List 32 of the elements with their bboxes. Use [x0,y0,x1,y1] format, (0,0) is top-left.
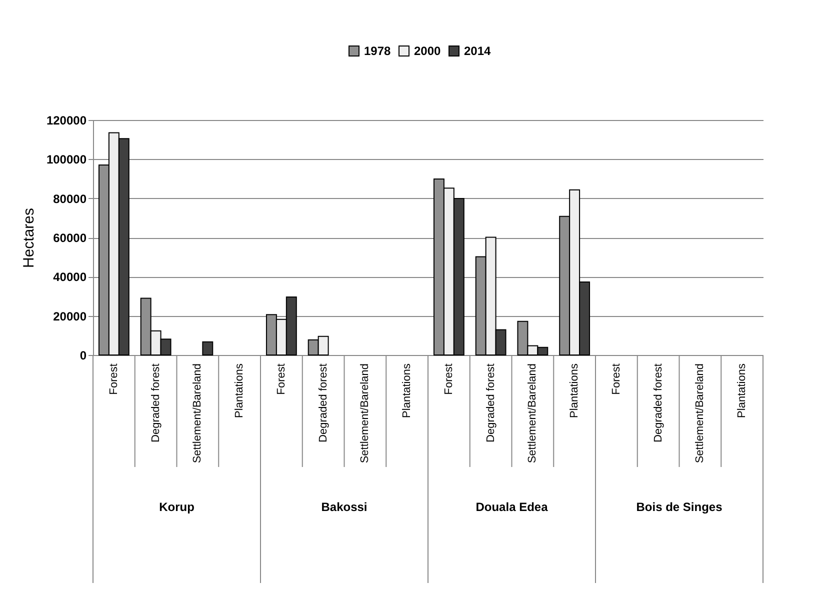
x-tick-label: Plantations [234,363,246,418]
y-tick-label: 60000 [53,231,87,245]
y-tick-label: 100000 [46,152,87,167]
legend-label: 2000 [414,44,442,58]
text: Korup [159,500,194,514]
x-tick-label: Forest [275,364,288,395]
bar [202,341,214,356]
x-tick-label: Plantations [401,363,414,418]
x-tick-label: Settlement/Bareland [526,364,539,464]
y-tick-label: 20000 [53,309,87,324]
y-tick-label: 40000 [53,270,87,284]
y-tick-label: 0 [80,348,87,362]
y-axis-title: Hectares [20,208,38,268]
x-tick-label: Settlement/Bareland [694,364,706,464]
x-tick-label: Settlement/Bareland [192,364,204,464]
x-tick-label: Forest [108,364,120,395]
legend-label: 1978 [364,44,392,58]
x-tick-label: Degraded forest [652,364,664,442]
x-tick-label: Degraded forest [150,364,162,442]
x-tick-label: Degraded forest [317,364,330,442]
y-tick-label: 80000 [53,192,87,206]
y-tick-label: 120000 [46,114,87,128]
text: Bois de Singes [636,500,723,514]
text: Bakossi [321,500,368,514]
x-tick-label: Plantations [736,363,748,418]
x-tick-label: Forest [610,364,622,395]
x-tick-label: Forest [442,364,455,395]
x-tick-label: Settlement/Bareland [359,364,372,464]
legend-label: 2014 [464,44,492,58]
x-tick-label: Plantations [568,363,581,418]
x-tick-label: Degraded forest [484,364,497,442]
text: Douala Edea [476,500,548,514]
